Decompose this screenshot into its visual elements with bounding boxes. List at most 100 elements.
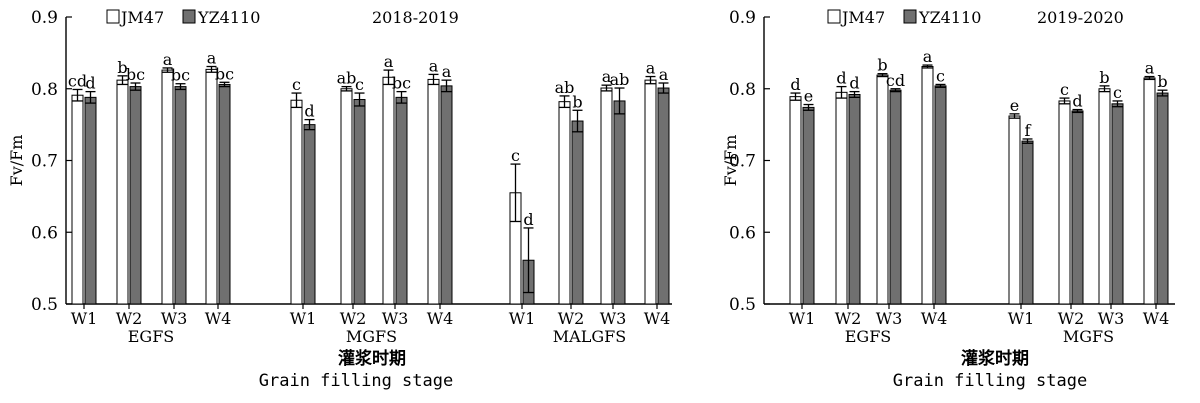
- bar-yz4110: [1021, 140, 1034, 305]
- legend-label-yz4110: YZ4110: [918, 8, 981, 27]
- significance-letter: d: [85, 74, 95, 93]
- bar-jm47: [1058, 100, 1071, 305]
- y-tick-label: 0.7: [31, 152, 58, 172]
- x-axis-title-cn: 灌浆时期: [961, 348, 1029, 369]
- chart-panel-2018-2019: 0.5 0.6 0.7 0.8 0.9 Fv/Fm JM47 YZ4110 2018-2019 c…: [7, 8, 672, 391]
- legend-label-jm47: JM47: [119, 8, 164, 27]
- legend-label-yz4110: YZ4110: [197, 8, 260, 27]
- bar-jm47: [71, 94, 84, 305]
- chart-season-label: 2019-2020: [1037, 8, 1124, 27]
- y-tick-label: 0.8: [31, 80, 58, 100]
- significance-letter: c: [511, 146, 520, 165]
- stage-label: MGFS: [1063, 327, 1114, 346]
- significance-letter: b: [572, 92, 582, 111]
- y-tick-label: 0.6: [729, 223, 756, 243]
- significance-letter: b: [1157, 72, 1167, 91]
- chart-season-label: 2018-2019: [372, 8, 459, 27]
- x-tick-label: W4: [1143, 309, 1170, 328]
- significance-letter: a: [207, 49, 217, 68]
- bar-yz4110: [657, 87, 670, 305]
- significance-letter: a: [923, 47, 933, 66]
- stage-label: MGFS: [346, 327, 397, 346]
- stage-label: EGFS: [128, 327, 175, 346]
- significance-letter: ab: [337, 69, 357, 88]
- significance-letter: a: [163, 50, 173, 69]
- x-tick-label: W2: [558, 309, 585, 328]
- significance-letter: cd: [68, 71, 87, 90]
- legend-swatch-jm47: [106, 9, 120, 24]
- bar-yz4110: [84, 96, 97, 305]
- x-axis-title-en: Grain filling stage: [259, 371, 453, 391]
- y-tick-label: 0.5: [729, 295, 756, 315]
- significance-letter: bc: [126, 65, 145, 84]
- significance-letter: b: [117, 58, 127, 77]
- x-tick-label: W2: [1058, 309, 1085, 328]
- bar-yz4110: [848, 93, 861, 305]
- bar-yz4110: [571, 120, 584, 305]
- bar-jm47: [427, 78, 440, 305]
- bar-jm47: [1098, 88, 1111, 305]
- y-tick-label: 0.8: [729, 80, 756, 100]
- x-tick-label: W3: [161, 309, 188, 328]
- x-tick-label: W3: [876, 309, 903, 328]
- bar-jm47: [876, 74, 889, 305]
- x-tick-label: W1: [509, 309, 536, 328]
- bar-yz4110: [129, 86, 142, 305]
- x-tick-label: W4: [205, 309, 232, 328]
- bar-jm47: [558, 101, 571, 305]
- bar-jm47: [340, 88, 353, 305]
- legend-label-jm47: JM47: [840, 8, 885, 27]
- significance-letter: d: [849, 74, 859, 93]
- bar-jm47: [382, 76, 395, 305]
- chart-panel-2019-2020: 0.5 0.6 0.7 0.8 0.9 Fv/Fm JM47 YZ4110 2019-2020 d…: [721, 8, 1175, 391]
- significance-letter: a: [659, 65, 669, 84]
- bar-yz4110: [1071, 110, 1084, 305]
- significance-letter: d: [523, 210, 533, 229]
- significance-letter: c: [936, 66, 945, 85]
- x-tick-label: W1: [1008, 309, 1035, 328]
- bar-jm47: [161, 69, 174, 305]
- x-tick-label: W3: [600, 309, 627, 328]
- x-tick-label: W1: [71, 309, 98, 328]
- bar-yz4110: [440, 85, 453, 305]
- bar-jm47: [644, 79, 657, 305]
- significance-letter: d: [790, 75, 800, 94]
- bar-jm47: [205, 68, 218, 305]
- legend-swatch-yz4110: [182, 9, 196, 24]
- bar-yz4110: [613, 100, 626, 305]
- bar-yz4110: [1111, 103, 1124, 305]
- x-tick-label: W4: [644, 309, 671, 328]
- significance-letter: c: [355, 75, 364, 94]
- bar-yz4110: [303, 124, 316, 305]
- significance-letter: bc: [171, 66, 190, 85]
- y-tick-label: 0.7: [729, 152, 756, 172]
- significance-letter: d: [836, 69, 846, 88]
- significance-letter: ab: [610, 70, 630, 89]
- bar-jm47: [290, 99, 303, 305]
- significance-letter: b: [877, 56, 887, 75]
- y-tick-label: 0.9: [31, 8, 58, 28]
- legend-swatch-jm47: [827, 9, 841, 24]
- significance-letter: a: [442, 62, 452, 81]
- x-axis-title-en: Grain filling stage: [893, 371, 1087, 391]
- bar-yz4110: [934, 85, 947, 305]
- x-tick-label: W2: [116, 309, 143, 328]
- y-axis-title: Fv/Fm: [721, 135, 740, 187]
- significance-letter: d: [1072, 92, 1082, 111]
- significance-letter: bc: [392, 74, 411, 93]
- bar-yz4110: [395, 96, 408, 305]
- bar-yz4110: [353, 99, 366, 305]
- significance-letter: c: [292, 75, 301, 94]
- significance-letter: c: [1113, 83, 1122, 102]
- bar-jm47: [1008, 115, 1021, 305]
- significance-letter: d: [304, 102, 314, 121]
- x-tick-label: W3: [1098, 309, 1125, 328]
- bar-yz4110: [174, 86, 187, 305]
- y-tick-label: 0.6: [31, 223, 58, 243]
- significance-letter: ab: [555, 78, 575, 97]
- significance-letter: bc: [215, 64, 234, 83]
- bar-yz4110: [1156, 92, 1169, 305]
- bar-jm47: [835, 91, 848, 305]
- x-tick-label: W1: [789, 309, 816, 328]
